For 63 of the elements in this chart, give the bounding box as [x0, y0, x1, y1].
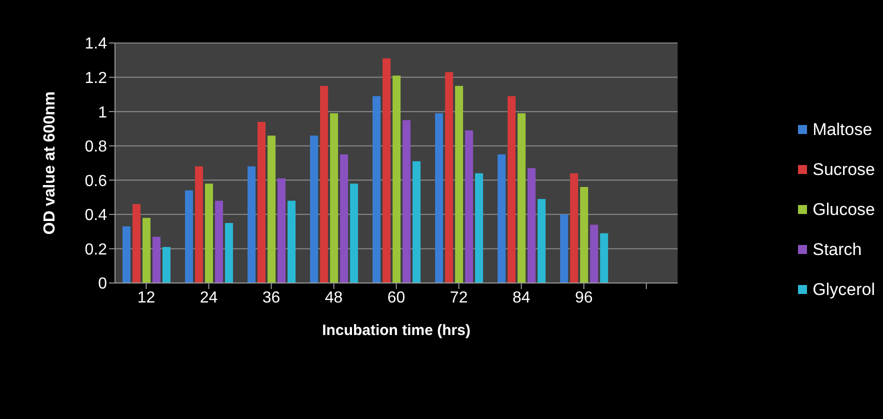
bar [445, 72, 454, 283]
bar [590, 224, 598, 283]
bar [350, 184, 358, 283]
y-tick-label: 1 [98, 104, 108, 122]
bar [278, 178, 286, 283]
bar [340, 154, 348, 283]
bar [330, 113, 338, 283]
bar [455, 86, 464, 283]
bar [215, 200, 224, 283]
bar [475, 173, 484, 283]
bar [320, 86, 328, 283]
x-tick-label: 96 [574, 289, 593, 306]
bar [310, 136, 318, 283]
y-axis-title: OD value at 600nm [42, 91, 59, 235]
y-tick-label: 0.2 [84, 241, 108, 258]
y-tick-label: 0.8 [84, 138, 108, 156]
legend-label: Glycerol [812, 280, 875, 300]
bar [122, 226, 130, 283]
bar [392, 76, 401, 283]
x-tick-label: 12 [137, 289, 156, 306]
legend-label: Glucose [812, 200, 875, 220]
bar [372, 96, 381, 283]
bar [288, 200, 296, 283]
y-tick-label: 1.4 [84, 36, 108, 53]
bar [268, 136, 276, 283]
x-tick-label: 72 [450, 289, 468, 306]
bar [465, 130, 474, 283]
bar [205, 184, 214, 283]
bar [162, 247, 170, 283]
x-tick-label: 84 [512, 289, 530, 306]
x-tick-label: 36 [262, 289, 280, 306]
y-tick-label: 1.2 [84, 70, 108, 87]
bar [258, 122, 266, 283]
bar [498, 154, 506, 283]
y-tick-label: 0 [98, 276, 108, 293]
legend-label: Sucrose [812, 160, 875, 180]
bar [248, 166, 256, 283]
bar [402, 120, 411, 283]
bar [508, 96, 516, 283]
x-tick-label: 48 [324, 289, 343, 306]
bar [152, 236, 160, 283]
bar [412, 161, 421, 283]
bar [185, 190, 194, 283]
y-tick-label: 0.4 [84, 207, 108, 224]
bar [600, 233, 608, 283]
x-tick-label: 60 [387, 289, 406, 306]
bar [225, 223, 234, 283]
y-tick-label: 0.6 [84, 172, 108, 190]
bar [528, 168, 536, 283]
legend-label: Maltose [812, 120, 872, 140]
x-axis-title: Incubation time (hrs) [322, 322, 470, 339]
bar [142, 218, 150, 283]
bar [435, 113, 444, 283]
bar [570, 173, 578, 283]
bar [560, 214, 568, 283]
legend-label: Starch [812, 240, 862, 260]
x-tick-label: 24 [200, 289, 218, 306]
bar [195, 166, 204, 283]
bar [518, 113, 526, 283]
bar [382, 58, 391, 283]
bar [132, 204, 140, 283]
bar [580, 187, 588, 283]
bar [538, 199, 546, 283]
